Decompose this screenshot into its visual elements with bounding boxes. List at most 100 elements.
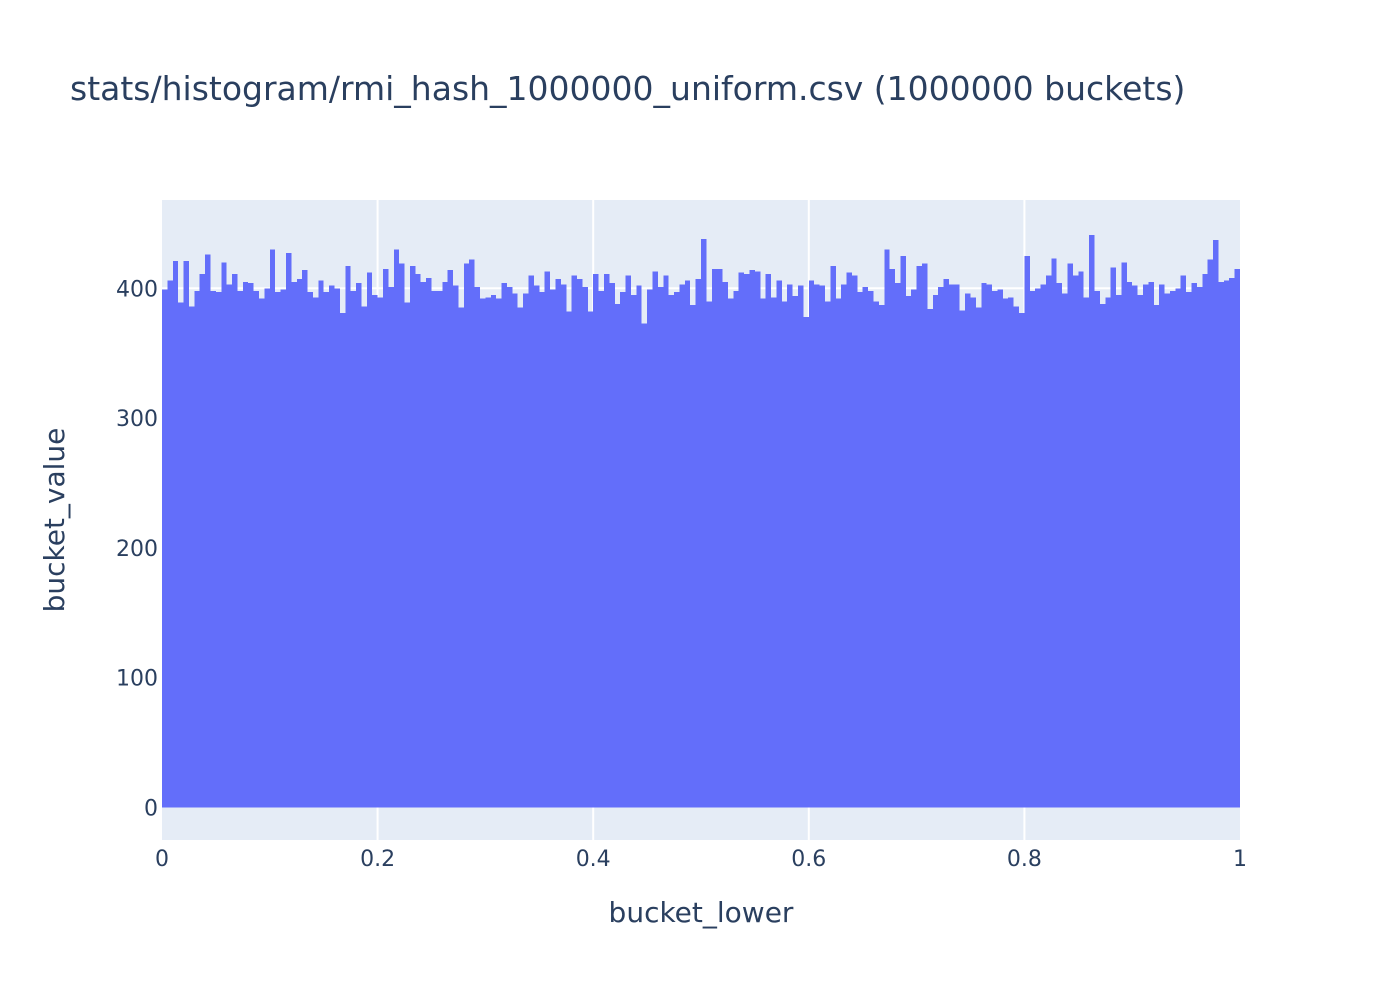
- histogram-bar: [533, 285, 540, 808]
- histogram-bar: [1040, 284, 1046, 808]
- histogram-bar: [312, 297, 319, 808]
- histogram-bar: [474, 286, 481, 808]
- histogram-bar: [307, 292, 313, 808]
- histogram-bar: [512, 293, 518, 808]
- histogram-bar: [749, 270, 755, 808]
- histogram-bar: [1121, 262, 1127, 808]
- histogram-bar: [1207, 259, 1214, 808]
- histogram-bar: [754, 271, 761, 808]
- histogram-bar: [469, 259, 475, 808]
- histogram-bar: [172, 261, 179, 808]
- histogram-bar: [706, 301, 712, 808]
- histogram-bar: [259, 298, 265, 808]
- histogram-bar: [366, 272, 373, 808]
- histogram-bar: [232, 273, 238, 808]
- histogram-bar: [350, 290, 357, 808]
- histogram-bar: [582, 286, 588, 808]
- histogram-bar: [690, 305, 696, 808]
- histogram-bar: [954, 284, 960, 808]
- histogram-bar: [242, 281, 249, 808]
- histogram-bar: [372, 294, 378, 808]
- histogram-bar: [1213, 240, 1219, 808]
- histogram-bar: [911, 289, 917, 808]
- histogram-bar: [426, 277, 432, 808]
- histogram-bar: [1072, 275, 1079, 808]
- histogram-bar: [555, 279, 561, 808]
- histogram-bar: [808, 280, 815, 808]
- tick-labels: 0 0.2 0.4 0.6 0.8 1 0 100 200 300 400: [116, 277, 1247, 872]
- histogram-bar: [711, 268, 718, 808]
- histogram-bar: [458, 307, 464, 808]
- histogram-bar: [205, 254, 211, 808]
- histogram-bar: [1148, 281, 1154, 808]
- histogram-bar: [701, 238, 707, 808]
- histogram-bar: [431, 290, 437, 808]
- histogram-bar: [382, 268, 389, 808]
- bars: [162, 235, 1240, 808]
- histogram-bar: [1186, 292, 1192, 808]
- histogram-bar: [1105, 297, 1111, 808]
- histogram-bar: [571, 275, 578, 808]
- histogram-bar: [162, 289, 168, 808]
- histogram-bar: [1229, 277, 1235, 808]
- histogram-bar: [560, 284, 567, 808]
- histogram-bar: [210, 290, 216, 808]
- histogram-bar: [415, 273, 421, 808]
- histogram-bar: [528, 275, 534, 808]
- histogram-bar: [636, 285, 642, 808]
- histogram-bar: [280, 289, 286, 808]
- histogram-bar: [873, 301, 879, 808]
- histogram-bar: [1191, 283, 1197, 808]
- x-tick-label: 0.8: [1007, 847, 1042, 872]
- histogram-bar: [819, 285, 825, 808]
- y-tick-label: 0: [144, 797, 158, 822]
- x-tick-label: 0: [155, 847, 169, 872]
- histogram-bar: [841, 284, 847, 808]
- histogram-bar: [248, 283, 254, 808]
- histogram-bar: [1062, 293, 1068, 808]
- histogram-bar: [388, 286, 394, 808]
- histogram-bar: [377, 297, 383, 808]
- histogram-bar: [674, 292, 680, 808]
- histogram-bar: [625, 275, 631, 808]
- histogram-bar: [226, 284, 233, 808]
- histogram-bar: [921, 263, 928, 808]
- histogram-bar: [992, 290, 998, 808]
- histogram-bar: [275, 292, 281, 808]
- histogram-bar: [1094, 290, 1100, 808]
- histogram-bar: [447, 270, 454, 808]
- histogram-bar: [948, 284, 955, 808]
- histogram-bar: [668, 294, 675, 808]
- histogram-bar: [598, 290, 604, 808]
- histogram-bar: [614, 303, 621, 808]
- histogram-bar: [727, 298, 734, 808]
- histogram-bar: [1169, 290, 1176, 808]
- histogram-bar: [1110, 267, 1117, 808]
- histogram-bar: [679, 284, 685, 808]
- histogram-bar: [603, 273, 610, 808]
- histogram-bar: [1159, 284, 1165, 808]
- histogram-bar: [760, 298, 766, 808]
- histogram-bar: [895, 283, 901, 808]
- histogram-bar: [285, 253, 292, 808]
- histogram-bar: [970, 297, 976, 808]
- histogram-bar: [717, 268, 723, 808]
- histogram-bar: [1029, 290, 1036, 808]
- histogram-bar: [566, 311, 572, 808]
- histogram-bar: [453, 285, 459, 808]
- histogram-bar: [927, 309, 933, 808]
- histogram-bar: [744, 273, 750, 808]
- histogram-bar: [345, 266, 351, 808]
- histogram-bar: [409, 266, 416, 808]
- histogram-bar: [167, 280, 173, 808]
- histogram-bar: [884, 249, 890, 808]
- y-tick-label: 100: [116, 667, 158, 692]
- histogram-bar: [361, 306, 367, 808]
- histogram-bar: [1175, 288, 1181, 808]
- histogram-bar: [943, 279, 949, 808]
- histogram-bar: [647, 289, 653, 808]
- histogram-bar: [1164, 293, 1170, 808]
- histogram-bar: [1196, 286, 1203, 808]
- histogram-bar: [539, 292, 545, 808]
- histogram-bar: [878, 305, 885, 808]
